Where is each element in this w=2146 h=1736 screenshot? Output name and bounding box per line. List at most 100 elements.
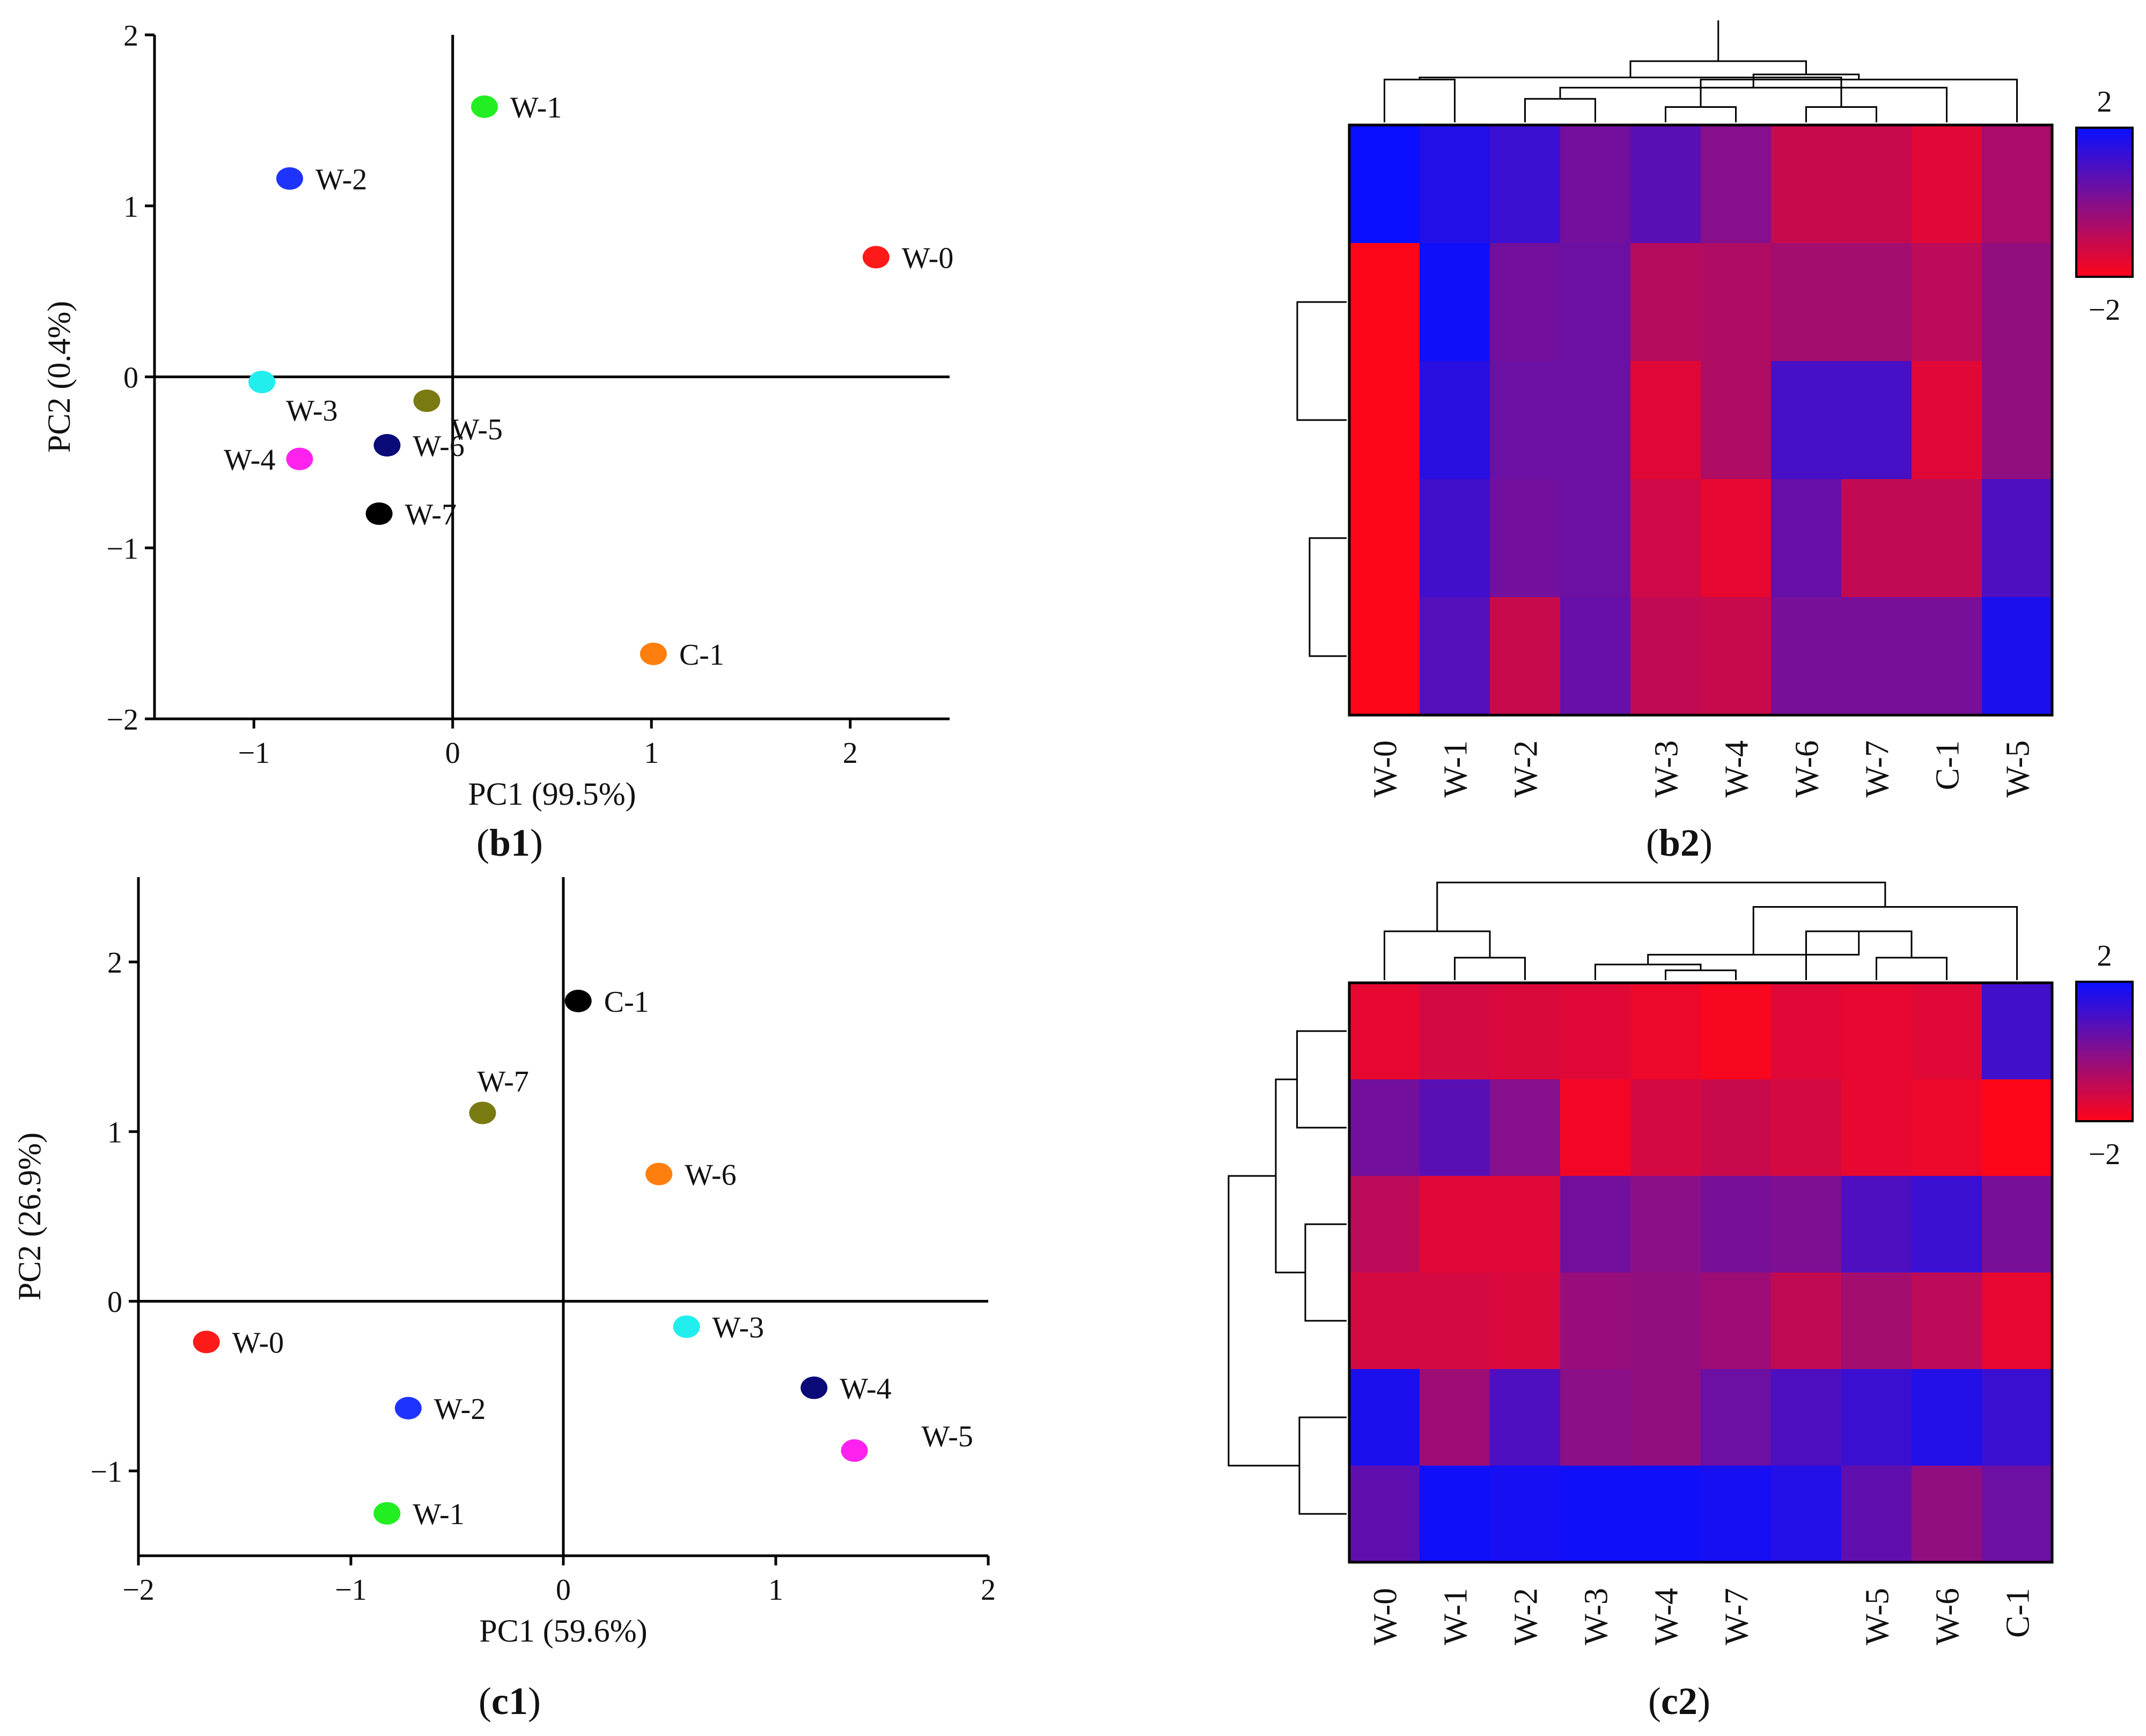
- heatmap-cell: [1912, 361, 1982, 480]
- b2-caption-open: (: [1646, 821, 1659, 864]
- colorbar-segment: [2076, 992, 2133, 996]
- heatmap-cell: [1630, 243, 1701, 362]
- data-point-w-2: [276, 167, 303, 190]
- point-label: W-6: [685, 1158, 736, 1191]
- colorbar-segment: [2076, 1110, 2133, 1115]
- heatmap-cell: [1841, 983, 1912, 1080]
- heatmap-cell: [1982, 1079, 2053, 1176]
- dendrogram-branch: [1700, 78, 2018, 122]
- heatmap-cell: [1630, 1466, 1701, 1563]
- heatmap-cell: [1701, 983, 1772, 1080]
- x-tick-label: 2: [843, 737, 858, 770]
- heatmap-cell: [1982, 243, 2053, 362]
- heatmap-cell: [1771, 597, 1842, 716]
- data-point-w-0: [862, 246, 890, 269]
- colorbar-segment: [2076, 1048, 2133, 1052]
- dendrogram-branch: [1805, 106, 1877, 122]
- heatmap-cell: [1912, 125, 1982, 244]
- colorbar-segment: [2076, 239, 2133, 244]
- colorbar-segment: [2076, 195, 2133, 199]
- colorbar-frame: [2075, 127, 2134, 278]
- point-label: W-7: [405, 498, 457, 532]
- row-dendrogram: [1228, 1030, 1347, 1515]
- colorbar-segment: [2076, 1086, 2133, 1091]
- colorbar-segment: [2076, 213, 2133, 218]
- colorbar-segment: [2076, 153, 2133, 158]
- heatmap-column-label: W-2: [1508, 740, 1545, 798]
- colorbar-segment: [2076, 269, 2133, 274]
- heatmap-cell: [1420, 361, 1490, 480]
- point-label: W-4: [840, 1372, 891, 1406]
- heatmap-cell: [1982, 125, 2053, 244]
- heatmap-cell: [1982, 983, 2053, 1080]
- colorbar-segment: [2076, 247, 2133, 251]
- colorbar-segment: [2076, 1093, 2133, 1098]
- panel-c1-pca-scatter: −2 −1 0 1 2 −1 0 1 2 PC1 (59.6%) PC2 (26.9%) C-1 W-7…: [12, 877, 996, 1723]
- colorbar-segment: [2076, 1013, 2133, 1017]
- heatmap-cell: [1490, 1079, 1561, 1176]
- heatmap-cell: [1771, 1272, 1842, 1370]
- colorbar-max-label: 2: [2097, 939, 2112, 973]
- heatmap-cell: [1912, 597, 1982, 716]
- heatmap-cell: [1560, 1079, 1631, 1176]
- heatmap-cell: [1982, 361, 2053, 480]
- colorbar-segment: [2076, 1100, 2133, 1105]
- c1-caption: (c1): [479, 1680, 541, 1723]
- heatmap-frame: [1348, 981, 2054, 1564]
- colorbar-segment: [2076, 150, 2133, 155]
- heatmap-cell: [1420, 1272, 1490, 1370]
- colorbar-segment: [2076, 209, 2133, 214]
- data-point-w-2: [394, 1396, 422, 1419]
- colorbar-segment: [2076, 1072, 2133, 1077]
- heatmap-cell: [1560, 125, 1631, 244]
- colorbar-segment: [2076, 1020, 2133, 1024]
- colorbar-segment: [2076, 989, 2133, 993]
- heatmap-cell: [1560, 243, 1631, 362]
- heatmap-cell: [1349, 1369, 1420, 1466]
- c1-caption-close: ): [528, 1680, 541, 1723]
- heatmap-column-label: W-5: [2000, 740, 2037, 798]
- heatmap-column-label: W-6: [1789, 740, 1826, 798]
- data-point-w-1: [373, 1502, 401, 1525]
- heatmap-cell: [1560, 361, 1631, 480]
- point-label: W-1: [413, 1498, 464, 1531]
- heatmap-column-label: W-1: [1438, 1588, 1474, 1645]
- heatmap-cell: [1771, 125, 1842, 244]
- heatmap-cell: [1912, 983, 1982, 1080]
- colorbar-segment: [2076, 1114, 2133, 1119]
- heatmap-cell: [1630, 1272, 1701, 1370]
- heatmap-cell: [1490, 1176, 1561, 1273]
- heatmap-cell: [1701, 1272, 1772, 1370]
- heatmap-column-label: W-0: [1368, 740, 1404, 798]
- colorbar-segment: [2076, 1027, 2133, 1031]
- heatmap-cell: [1349, 597, 1420, 716]
- c2-caption-close: ): [1697, 1680, 1710, 1723]
- y-tick-label: 1: [107, 1116, 122, 1149]
- dendrogram-branch: [1384, 930, 1491, 980]
- c2-caption-open: (: [1648, 1680, 1661, 1723]
- dendrogram-branch: [1752, 73, 1860, 88]
- heatmap-cell: [1771, 243, 1842, 362]
- colorbar-segment: [2076, 1062, 2133, 1066]
- colorbar-segment: [2076, 161, 2133, 166]
- y-axis-title: PC2 (26.9%): [12, 1132, 47, 1300]
- heatmap-cell: [1771, 1369, 1842, 1466]
- heatmap-cell: [1349, 1079, 1420, 1176]
- y-tick-label: 0: [123, 362, 138, 395]
- colorbar-segment: [2076, 1055, 2133, 1059]
- point-label: W-3: [286, 394, 337, 428]
- heatmap-cell: [1841, 479, 1912, 598]
- heatmap-cell: [1982, 479, 2053, 598]
- colorbar-segment: [2076, 236, 2133, 240]
- dendrogram-branch: [1384, 78, 1456, 122]
- dendrogram-branch: [1752, 906, 2018, 980]
- y-tick-label: −2: [106, 703, 138, 737]
- colorbar-segment: [2076, 1069, 2133, 1073]
- colorbar-segment: [2076, 254, 2133, 259]
- heatmap-cell: [1490, 479, 1561, 598]
- heatmap-cell: [1349, 361, 1420, 480]
- dendrogram-branch: [1454, 957, 1526, 980]
- heatmap-cell: [1841, 361, 1912, 480]
- data-point-c-1: [640, 642, 667, 665]
- data-point-c-1: [564, 989, 592, 1012]
